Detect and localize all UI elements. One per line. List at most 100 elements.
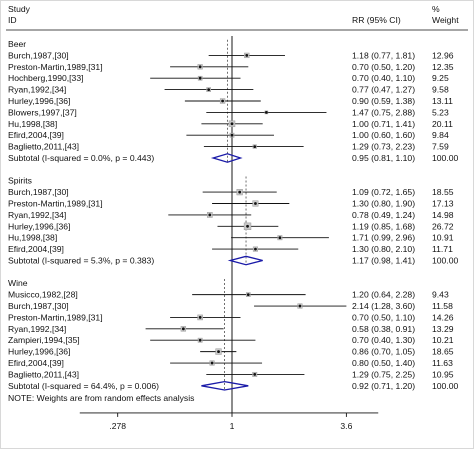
study-label: Hurley,1996,[36] [8, 221, 70, 231]
header-weight-percent: % [432, 4, 440, 14]
study-weight: 11.63 [432, 358, 453, 368]
point-estimate [298, 304, 302, 308]
study-rr-ci: 1.29 (0.75, 2.25) [352, 369, 415, 379]
subtotal-label: Subtotal (I-squared = 5.3%, p = 0.383) [8, 256, 154, 266]
study-rr-ci: 0.86 (0.70, 1.05) [352, 347, 415, 357]
study-label: Baglietto,2011,[43] [8, 142, 79, 152]
study-weight: 14.98 [432, 210, 454, 220]
study-rr-ci: 0.58 (0.38, 0.91) [352, 324, 415, 334]
study-weight: 11.58 [432, 301, 453, 311]
subtotal-row: Subtotal (I-squared = 0.0%, p = 0.443) 0.… [8, 153, 459, 163]
x-axis: .278 1 3.6 [79, 412, 379, 431]
x-tick-label: 1 [230, 421, 235, 431]
study-rr-ci: 1.19 (0.85, 1.68) [352, 221, 415, 231]
point-estimate [238, 190, 242, 194]
study-row: Blowers,1997,[37] 1.47 (0.75, 2.88) 5.23 [8, 107, 449, 117]
study-rr-ci: 1.09 (0.72, 1.65) [352, 187, 415, 197]
study-label: Hu,1998,[38] [8, 119, 57, 129]
subtotal-diamond [201, 380, 249, 391]
study-weight: 9.43 [432, 290, 449, 300]
study-label: Ryan,1992,[34] [8, 324, 66, 334]
header-id: ID [8, 15, 17, 25]
study-weight: 18.55 [432, 187, 454, 197]
study-row: Preston-Martin,1989,[31] 0.70 (0.50, 1.10… [8, 312, 454, 322]
study-label: Efird,2004,[39] [8, 130, 64, 140]
study-row: Preston-Martin,1989,[31] 1.30 (0.80, 1.90… [8, 199, 454, 209]
study-row: Efird,2004,[39] 1.00 (0.60, 1.60) 9.84 [8, 130, 449, 140]
study-label: Preston-Martin,1989,[31] [8, 312, 103, 322]
study-label: Hurley,1996,[36] [8, 96, 70, 106]
study-row: Baglietto,2011,[43] 1.29 (0.73, 2.23) 7.59 [8, 142, 449, 152]
study-weight: 20.11 [432, 119, 453, 129]
study-rr-ci: 0.70 (0.50, 1.10) [352, 312, 415, 322]
subtotal-diamond [210, 153, 243, 163]
point-estimate [253, 373, 257, 376]
subtotal-label: Subtotal (I-squared = 64.4%, p = 0.006) [8, 381, 159, 391]
study-row: Baglietto,2011,[43] 1.29 (0.75, 2.25) 10.9… [8, 369, 454, 379]
study-rr-ci: 0.80 (0.50, 1.40) [352, 358, 415, 368]
point-estimate [217, 350, 220, 354]
study-weight: 18.65 [432, 347, 454, 357]
point-estimate [198, 65, 202, 69]
study-weight: 10.91 [432, 233, 454, 243]
study-rr-ci: 2.14 (1.28, 3.60) [352, 301, 415, 311]
point-estimate [278, 236, 282, 240]
group-label: Spirits [8, 176, 32, 186]
study-weight: 9.58 [432, 85, 449, 95]
study-row: Preston-Martin,1989,[31] 0.70 (0.50, 1.20… [8, 62, 454, 72]
subtotal-weight: 100.00 [432, 153, 459, 163]
study-rr-ci: 0.77 (0.47, 1.27) [352, 85, 415, 95]
study-rr-ci: 1.71 (0.99, 2.96) [352, 233, 415, 243]
subtotal-weight: 100.00 [432, 381, 459, 391]
point-estimate [207, 88, 211, 91]
study-row: Ryan,1992,[34] 0.58 (0.38, 0.91) 13.29 [8, 324, 454, 334]
subtotal-diamond [227, 255, 263, 266]
study-row: Burch,1987,[30] 1.18 (0.77, 1.81) 12.96 [8, 50, 454, 60]
subtotal-weight: 100.00 [432, 256, 459, 266]
study-label: Hu,1998,[38] [8, 233, 57, 243]
point-estimate [198, 316, 202, 319]
group-wine: Wine Musicco,1982,[28] 1.20 (0.64, 2.28) 9.… [8, 278, 459, 391]
rows-layer: Beer Burch,1987,[30] 1.18 (0.77, 1.81) 12.9… [8, 39, 459, 403]
study-row: Ryan,1992,[34] 0.78 (0.49, 1.24) 14.98 [8, 210, 454, 220]
point-estimate [221, 99, 224, 103]
study-row: Burch,1987,[30] 2.14 (1.28, 3.60) 11.58 [8, 301, 453, 311]
study-rr-ci: 1.47 (0.75, 2.88) [352, 107, 415, 117]
study-weight: 10.21 [432, 335, 454, 345]
study-rr-ci: 1.18 (0.77, 1.81) [352, 50, 415, 60]
study-label: Baglietto,2011,[43] [8, 369, 79, 379]
header-weight: Weight [432, 15, 459, 25]
study-weight: 7.59 [432, 142, 449, 152]
subtotal-row: Subtotal (I-squared = 5.3%, p = 0.383) 1.… [8, 256, 459, 266]
subtotal-rr-ci: 1.17 (0.98, 1.41) [352, 256, 415, 266]
study-row: Zampieri,1994,[35] 0.70 (0.40, 1.30) 10.21 [8, 335, 454, 345]
study-label: Preston-Martin,1989,[31] [8, 62, 103, 72]
study-weight: 9.84 [432, 130, 449, 140]
subtotal-rr-ci: 0.92 (0.71, 1.20) [352, 381, 415, 391]
study-rr-ci: 0.70 (0.40, 1.30) [352, 335, 415, 345]
point-estimate [253, 145, 257, 149]
study-rr-ci: 1.00 (0.71, 1.41) [352, 119, 415, 129]
subtotal-label: Subtotal (I-squared = 0.0%, p = 0.443) [8, 153, 154, 163]
point-estimate [245, 54, 249, 57]
group-label: Beer [8, 39, 26, 49]
study-row: Efird,2004,[39] 0.80 (0.50, 1.40) 11.63 [8, 358, 453, 368]
study-label: Blowers,1997,[37] [8, 107, 77, 117]
group-label: Wine [8, 278, 28, 288]
study-label: Burch,1987,[30] [8, 301, 69, 311]
point-estimate [198, 338, 202, 342]
study-label: Musicco,1982,[28] [8, 290, 78, 300]
study-weight: 26.72 [432, 221, 454, 231]
study-label: Efird,2004,[39] [8, 358, 64, 368]
study-weight: 9.25 [432, 73, 449, 83]
study-rr-ci: 0.78 (0.49, 1.24) [352, 210, 415, 220]
study-weight: 17.13 [432, 199, 454, 209]
study-rr-ci: 1.30 (0.80, 1.90) [352, 199, 415, 209]
study-rr-ci: 0.70 (0.50, 1.20) [352, 62, 415, 72]
study-weight: 12.96 [432, 50, 454, 60]
x-tick-label: .278 [109, 421, 126, 431]
